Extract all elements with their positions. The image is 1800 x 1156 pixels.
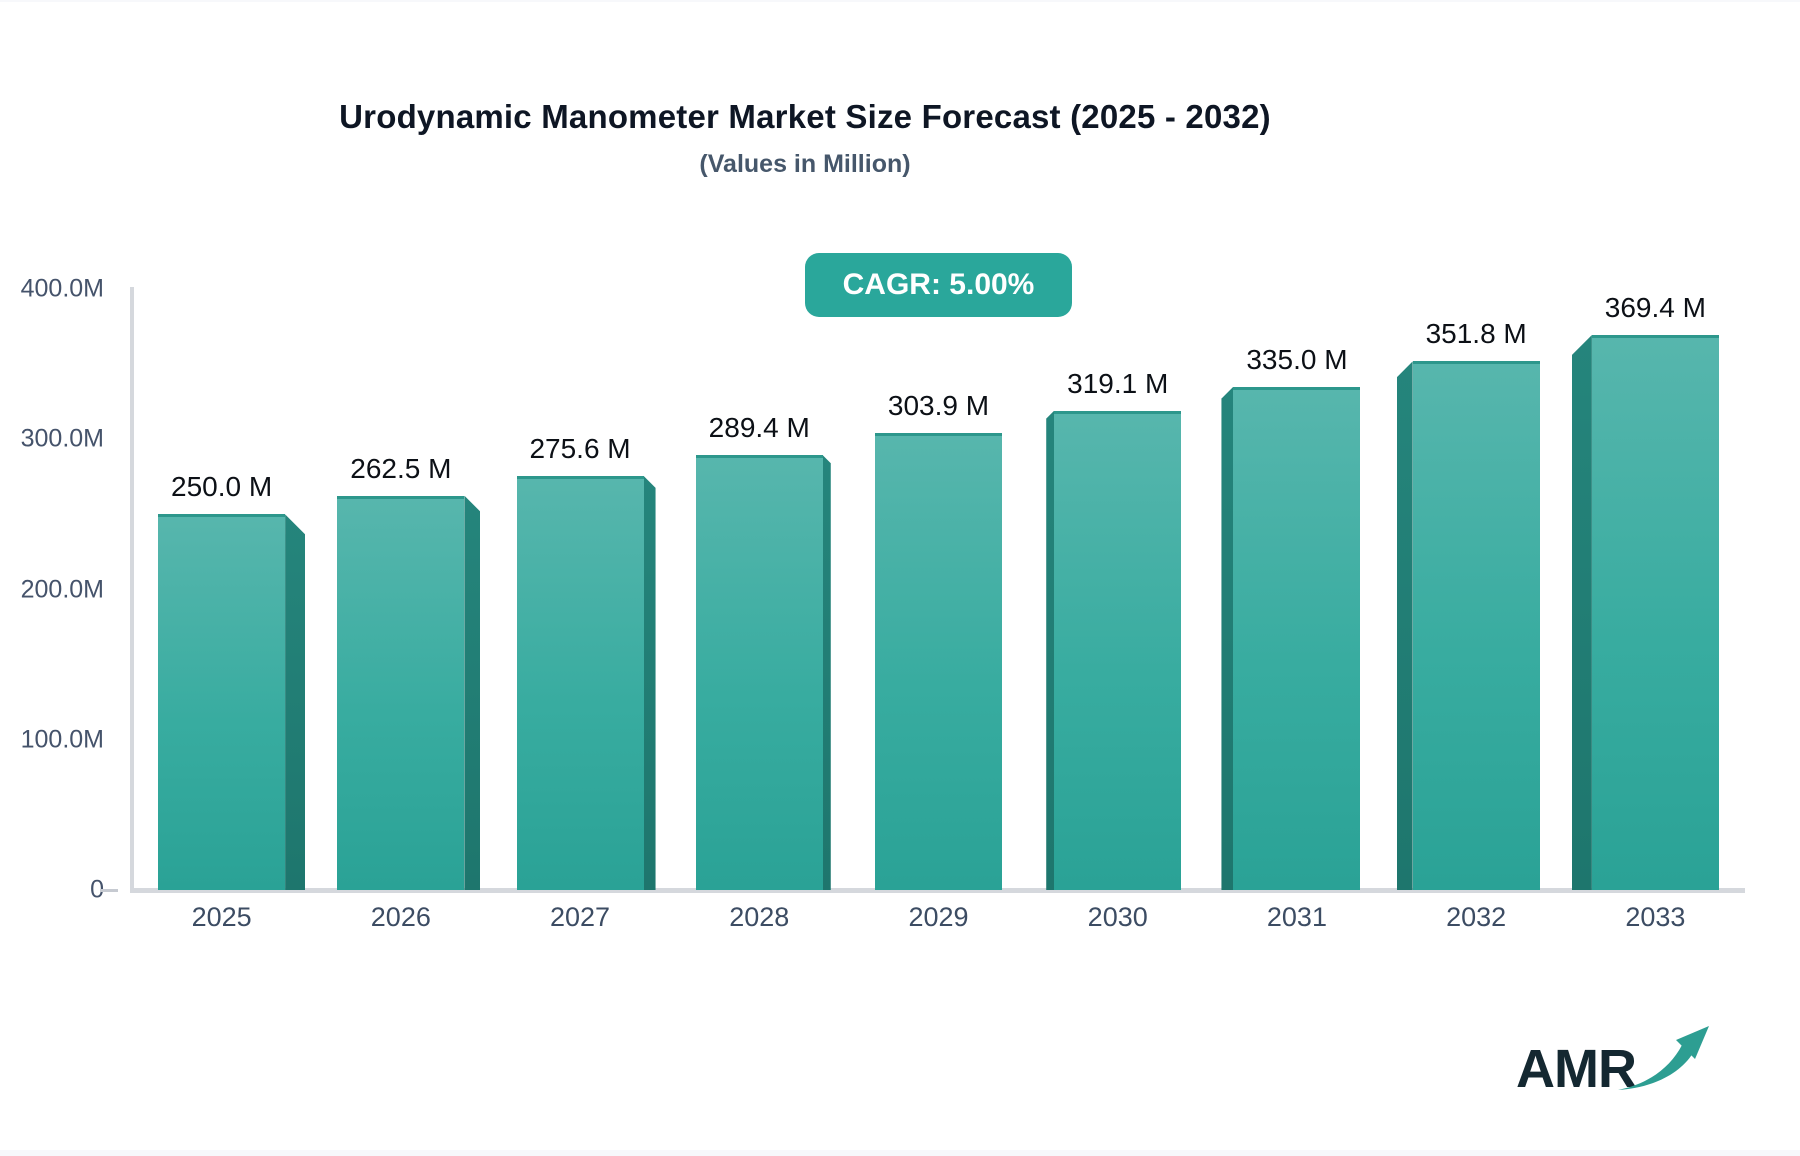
x-axis-label-2032: 2032 <box>1446 902 1507 932</box>
bar-value-label: 351.8 M <box>1425 318 1527 350</box>
bar-group-2029: 303.9 M 2029 <box>849 289 1028 932</box>
chart-subtitle: (Values in Million) <box>699 150 911 178</box>
x-axis-label-2026: 2026 <box>370 902 431 932</box>
plot-area: 250.0 M 2025 262.5 M 2026 275.6 M 2027 289.4 M… <box>132 289 1745 932</box>
amr-logo: AMR <box>1516 1026 1709 1100</box>
y-axis-tick-label: 100.0M <box>20 725 104 754</box>
cagr-badge: CAGR: 5.00% <box>804 253 1073 317</box>
x-axis-label-2030: 2030 <box>1087 902 1148 932</box>
bar-side-face <box>285 514 306 890</box>
bar-group-2032: 351.8 M 2032 <box>1387 289 1566 932</box>
y-axis-tick-label: 300.0M <box>20 424 104 453</box>
bar-value-label: 250.0 M <box>171 471 273 503</box>
bar-2027 <box>516 475 644 890</box>
bar-2030 <box>1054 410 1182 890</box>
bar-side-face <box>464 495 481 890</box>
bar-2033 <box>1591 334 1719 890</box>
bar-group-2025: 250.0 M 2025 <box>132 289 311 932</box>
bar-group-2027: 275.6 M 2027 <box>490 289 669 932</box>
bar-group-2026: 262.5 M 2026 <box>311 289 490 932</box>
bar-2029 <box>874 433 1002 890</box>
bar-value-label: 369.4 M <box>1604 291 1706 323</box>
bar-side-face <box>1396 361 1413 890</box>
x-axis-label-2025: 2025 <box>191 902 252 932</box>
growth-arrow-icon <box>1618 1026 1709 1090</box>
y-axis-labels: 400.0M 300.0M 200.0M 100.0M 0 <box>0 275 104 904</box>
bar-2028 <box>695 455 823 890</box>
bar-value-label: 335.0 M <box>1246 343 1348 375</box>
bar-value-label: 319.1 M <box>1067 367 1169 399</box>
bar-group-2033: 369.4 M 2033 <box>1566 289 1745 932</box>
x-axis-label-2029: 2029 <box>908 902 969 932</box>
bar-group-2028: 289.4 M 2028 <box>670 289 849 932</box>
amr-logo-text: AMR <box>1516 1039 1637 1099</box>
bar-2026 <box>337 495 465 890</box>
chart-title: Urodynamic Manometer Market Size Forecas… <box>339 98 1271 135</box>
bar-value-label: 303.9 M <box>887 390 990 422</box>
x-axis-line <box>130 888 1745 893</box>
y-axis-tick-label: 200.0M <box>20 575 104 603</box>
bar-value-label: 262.5 M <box>350 452 452 484</box>
bar-side-face <box>1571 334 1592 890</box>
x-axis-label-2031: 2031 <box>1266 902 1327 932</box>
bar-value-label: 289.4 M <box>708 412 810 444</box>
bar-side-face <box>822 455 831 890</box>
x-axis-label-2027: 2027 <box>550 902 611 932</box>
bar-side-face <box>1046 410 1055 890</box>
x-axis-label-2028: 2028 <box>729 902 790 932</box>
y-axis-tick-label: 400.0M <box>20 274 104 303</box>
bar-side-face <box>1221 386 1234 890</box>
bar-value-label: 275.6 M <box>529 432 631 464</box>
bar-group-2031: 335.0 M 2031 <box>1207 289 1386 932</box>
x-axis-label-2033: 2033 <box>1625 902 1686 932</box>
bar-group-2030: 319.1 M 2030 <box>1028 289 1207 932</box>
bar-side-face <box>643 475 656 890</box>
zero-tick-mark <box>100 889 118 892</box>
bar-2025 <box>158 514 286 890</box>
cagr-badge-row: CAGR: 5.00% <box>132 253 1745 317</box>
bar-2031 <box>1233 386 1361 890</box>
y-axis-line <box>130 287 134 890</box>
y-axis-tick-label: 0 <box>90 875 104 904</box>
bar-2032 <box>1412 361 1540 890</box>
